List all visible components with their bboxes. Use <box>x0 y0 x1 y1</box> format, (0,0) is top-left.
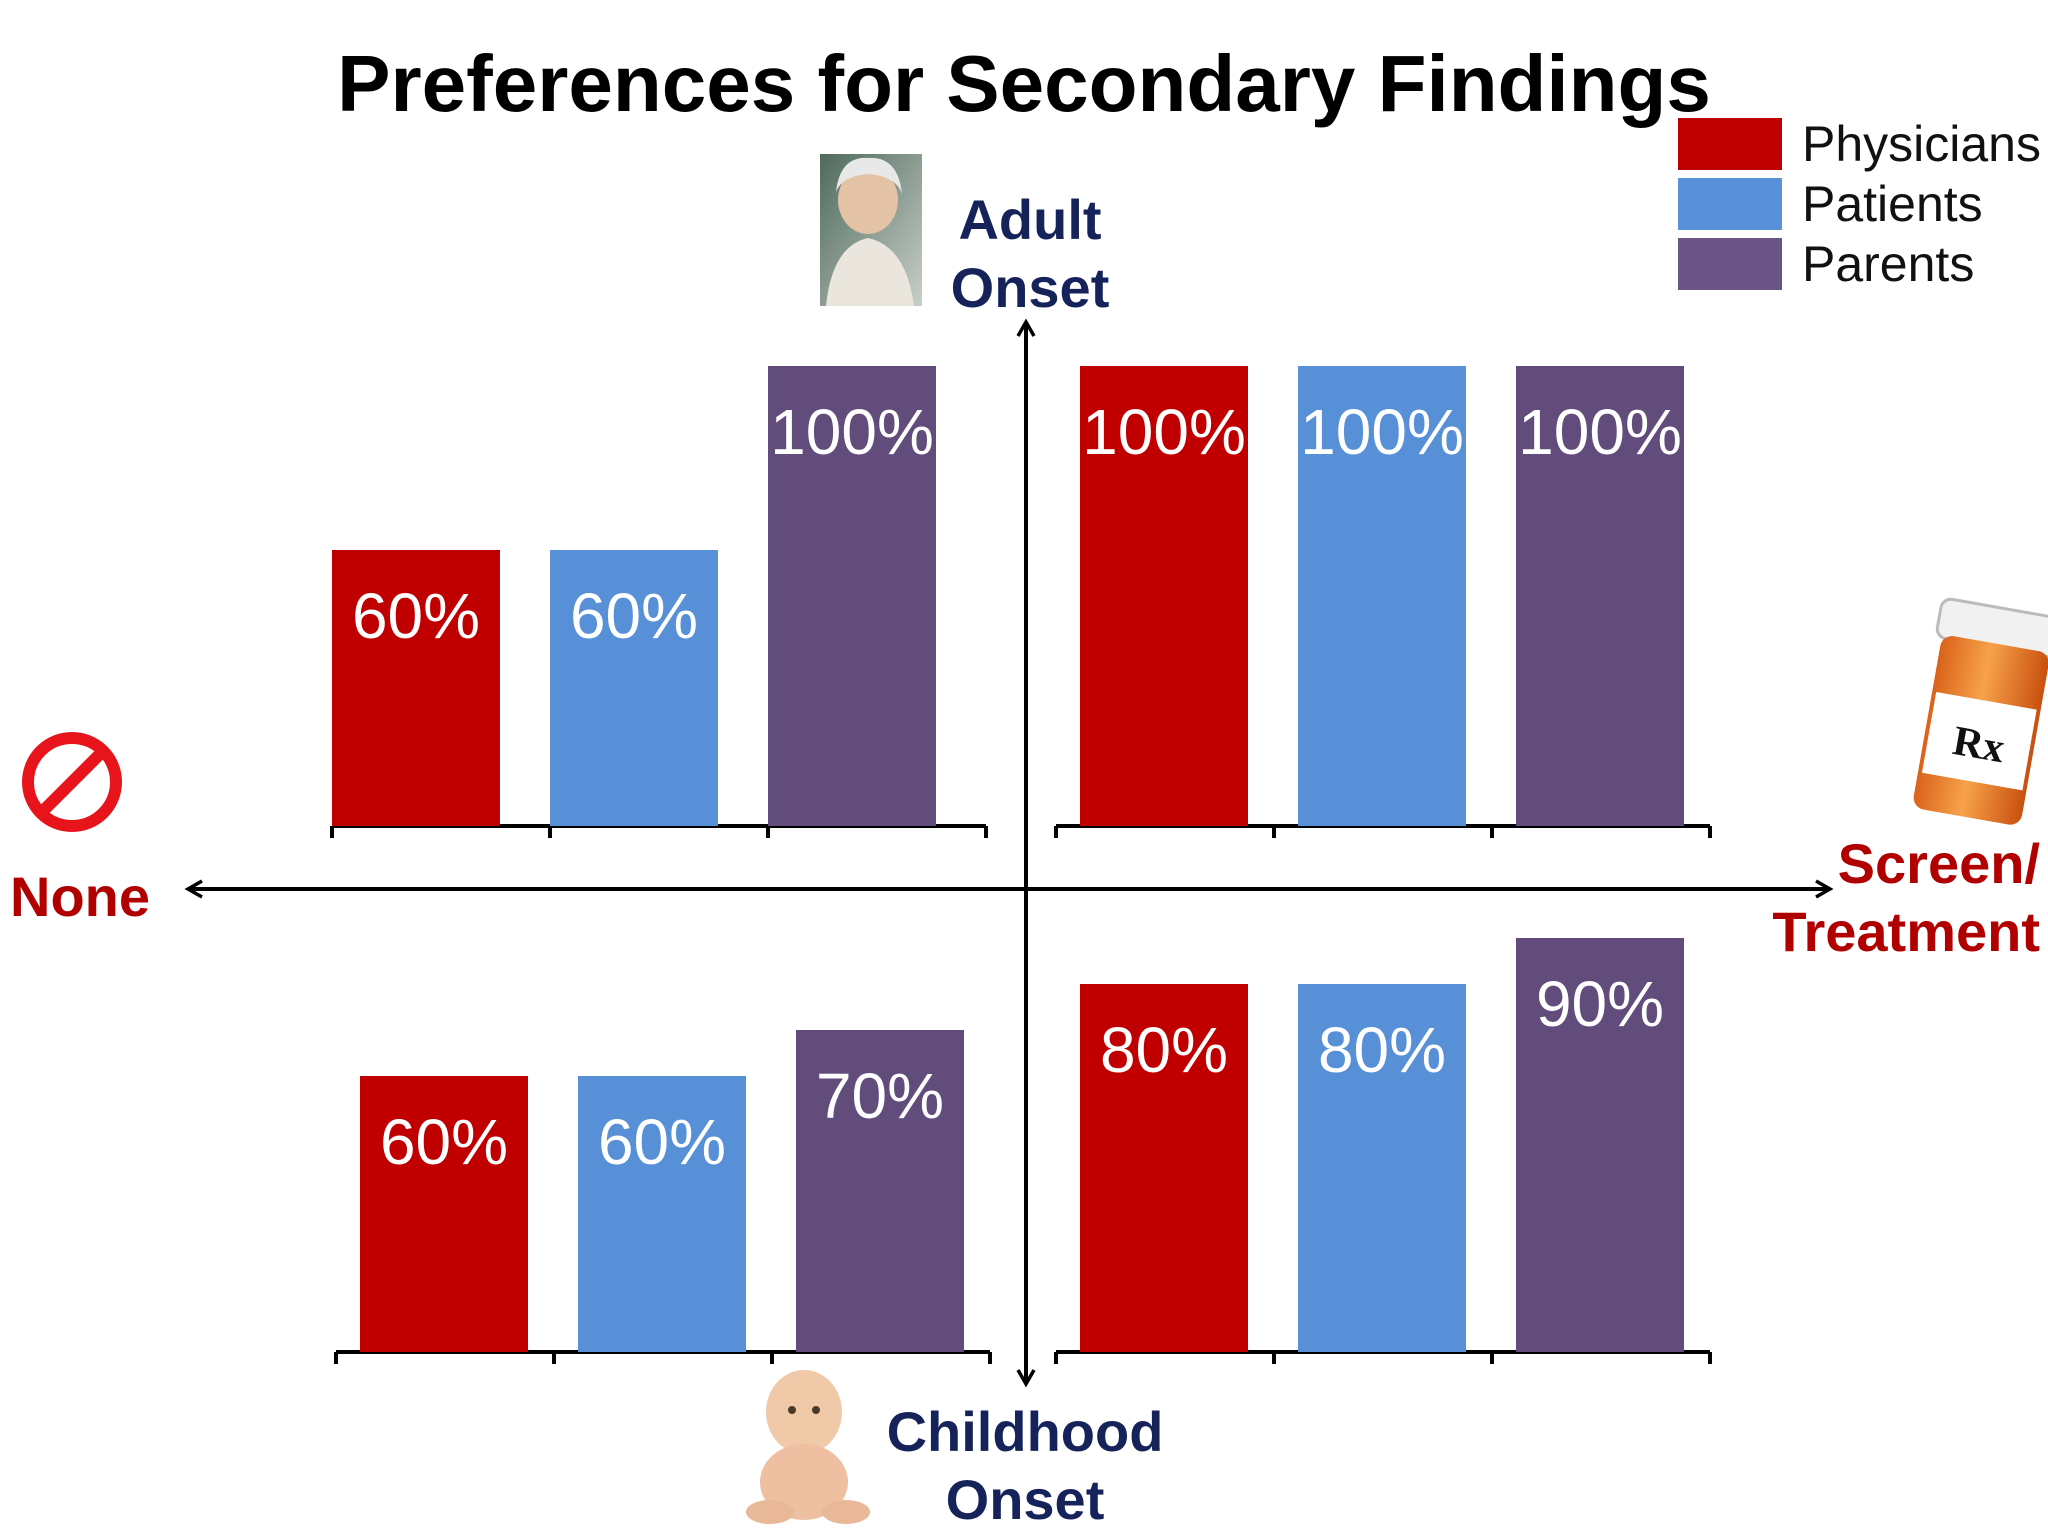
bar-value-label: 60% <box>598 1106 726 1178</box>
bar-adult-treatment-patients <box>1298 366 1466 826</box>
bar-value-label: 80% <box>1100 1014 1228 1086</box>
bar-childhood-treatment-parents <box>1516 938 1684 1352</box>
panel-childhood-treatment: 80% 80% 90% <box>1054 938 1712 1364</box>
elderly-woman-photo <box>820 154 922 306</box>
panel-adult-none: 60% 60% 100% <box>330 366 988 838</box>
axis-label-right-line1: Screen/ <box>1837 832 2040 895</box>
bar-adult-treatment-physicians <box>1080 366 1248 826</box>
bar-childhood-treatment-physicians <box>1080 984 1248 1352</box>
bar-value-label: 100% <box>1518 396 1682 468</box>
bar-value-label: 60% <box>570 580 698 652</box>
legend-item-parents: Parents <box>1678 236 2048 292</box>
bar-adult-none-patients <box>550 550 718 826</box>
axis-label-bottom-line1: Childhood <box>886 1400 1164 1463</box>
bar-value-label: 60% <box>380 1106 508 1178</box>
legend-label-physicians: Physicians <box>1802 116 2041 172</box>
legend-item-patients: Patients <box>1678 176 2048 232</box>
axis-label-left: None <box>10 865 150 928</box>
bar-childhood-none-patients <box>578 1076 746 1352</box>
legend-swatch-parents <box>1678 238 1782 290</box>
bar-adult-treatment-parents <box>1516 366 1684 826</box>
bar-adult-none-physicians <box>332 550 500 826</box>
axis-label-top-line1: Adult <box>958 188 1102 251</box>
axis-label-right: Screen/ Treatment <box>1740 830 2040 966</box>
legend-swatch-physicians <box>1678 118 1782 170</box>
axis-label-top-line2: Onset <box>950 256 1110 319</box>
bar-value-label: 60% <box>352 580 480 652</box>
legend-label-parents: Parents <box>1802 236 1975 292</box>
axis-label-bottom-line2: Onset <box>945 1468 1105 1531</box>
legend-swatch-patients <box>1678 178 1782 230</box>
legend-item-physicians: Physicians <box>1678 116 2048 172</box>
bars-layer: 60% 60% 100% 100% 100% 100% 60% 60% 70% 80% 80% 90% <box>330 366 1712 1364</box>
bar-adult-none-parents <box>768 366 936 826</box>
axis-label-bottom: Childhood Onset <box>860 1398 1190 1534</box>
axis-label-right-line2: Treatment <box>1772 900 2040 963</box>
axis-label-top: Adult Onset <box>930 186 1130 322</box>
bar-value-label: 100% <box>1300 396 1464 468</box>
bar-childhood-treatment-patients <box>1298 984 1466 1352</box>
baby-photo <box>746 1370 870 1524</box>
pill-bottle-rx-text: Rx <box>1949 718 2008 772</box>
bar-childhood-none-physicians <box>360 1076 528 1352</box>
panel-adult-treatment: 100% 100% 100% <box>1054 366 1712 838</box>
bar-value-label: 100% <box>770 396 934 468</box>
chart-title: Preferences for Secondary Findings <box>337 39 1711 128</box>
panel-childhood-none: 60% 60% 70% <box>334 1030 992 1364</box>
bar-value-label: 90% <box>1536 968 1664 1040</box>
bar-childhood-none-parents <box>796 1030 964 1352</box>
prohibited-icon <box>22 732 122 832</box>
pill-bottle-icon: Rx <box>1913 597 2048 825</box>
bar-value-label: 100% <box>1082 396 1246 468</box>
bar-value-label: 80% <box>1318 1014 1446 1086</box>
legend-label-patients: Patients <box>1802 176 1983 232</box>
bar-value-label: 70% <box>816 1060 944 1132</box>
